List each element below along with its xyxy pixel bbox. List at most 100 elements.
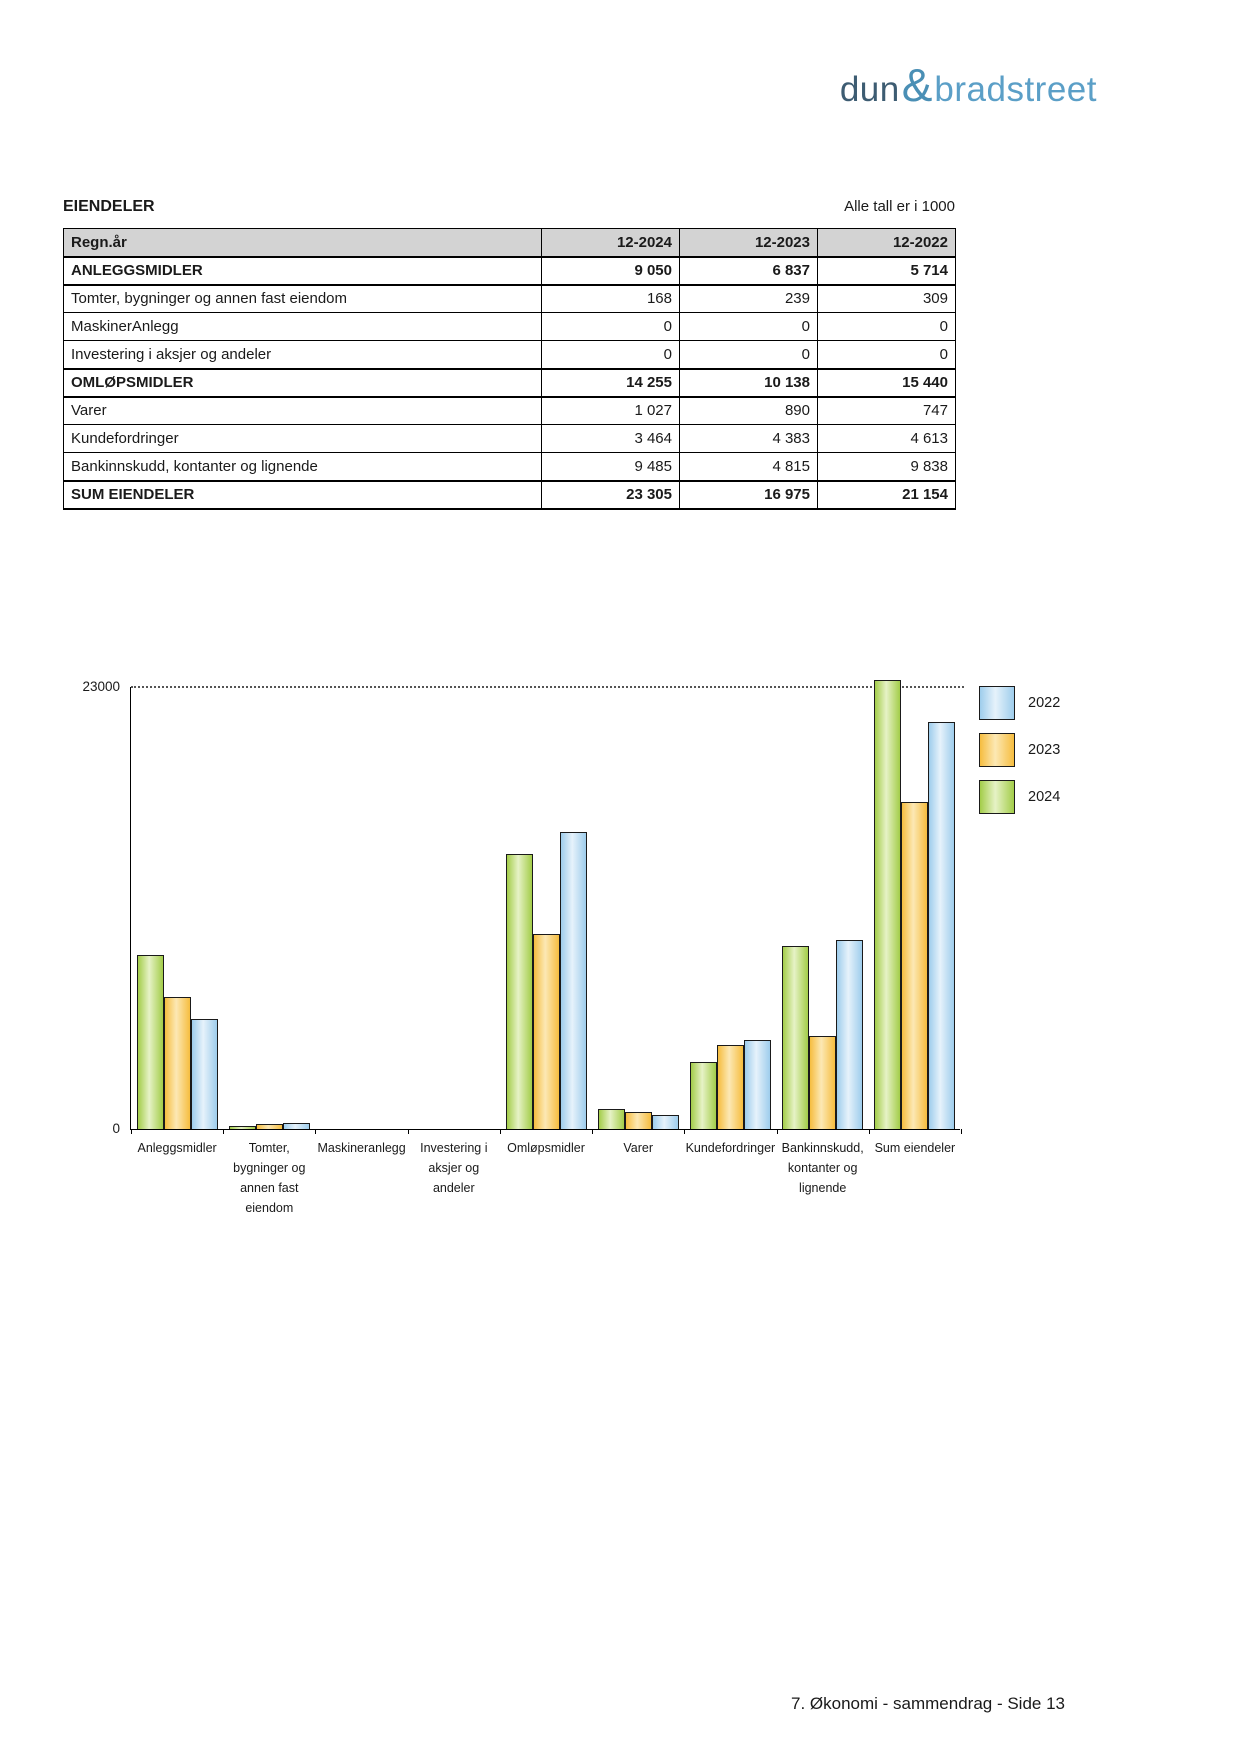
x-axis-tick: [684, 1129, 686, 1134]
x-axis-label-4: Omløpsmidler: [507, 1141, 585, 1155]
table-row: Bankinnskudd, kontanter og lignende 9 485…: [63, 452, 956, 481]
row-label: MaskinerAnlegg: [63, 312, 542, 341]
table-row: SUM EIENDELER 23 305 16 975 21 154: [63, 479, 956, 510]
table-row: Investering i aksjer og andeler 0 0 0: [63, 340, 956, 369]
table-row: Tomter, bygninger og annen fast eiendom 1…: [63, 284, 956, 313]
legend-swatch-2024: [979, 780, 1015, 814]
x-axis-tick: [131, 1129, 132, 1134]
ampersand-icon: &: [901, 59, 933, 111]
page-footer: 7. Økonomi - sammendrag - Side 13: [790, 1694, 1065, 1713]
row-value: 23 305: [541, 479, 680, 510]
legend-swatch-2023: [979, 733, 1015, 767]
assets-table-body: ANLEGGSMIDLER 9 050 6 837 5 714 Tomter, bygn…: [63, 255, 956, 510]
row-value: 4 613: [817, 424, 956, 453]
x-axis-label-6: Kundefordringer: [685, 1141, 776, 1155]
bar-2022-5: [651, 1115, 679, 1129]
x-axis-label-3: Investering i aksjer og andeler: [420, 1141, 488, 1195]
row-value: 15 440: [817, 367, 956, 398]
logo-text-dun: dun: [839, 70, 900, 109]
legend-label-2023: 2023: [1028, 742, 1061, 758]
bar-2024-4: [505, 854, 533, 1129]
column-header-2: 12-2023: [679, 228, 818, 258]
x-axis-tick: [499, 1129, 501, 1134]
row-label: Kundefordringer: [63, 424, 542, 453]
bar-2023-1: [255, 1124, 283, 1129]
row-label: Varer: [63, 396, 542, 425]
x-axis-tick: [592, 1129, 594, 1134]
y-axis-min-label: 0: [112, 1121, 120, 1136]
row-value: 10 138: [679, 367, 818, 398]
section-title: EIENDELER: [63, 198, 155, 215]
table-row: MaskinerAnlegg 0 0 0: [63, 312, 956, 341]
x-axis-tick: [407, 1129, 409, 1134]
row-value: 0: [541, 340, 680, 369]
bar-2023-8: [901, 802, 929, 1129]
row-value: 9 050: [541, 255, 680, 286]
table-row: OMLØPSMIDLER 14 255 10 138 15 440: [63, 367, 956, 398]
x-axis-label-1: Tomter, bygninger og annen fast eiendom: [233, 1141, 306, 1215]
units-note: Alle tall er i 1000: [844, 198, 955, 215]
row-label: ANLEGGSMIDLER: [63, 255, 542, 286]
table-row: Kundefordringer 3 464 4 383 4 613: [63, 424, 956, 453]
row-value: 0: [679, 340, 818, 369]
x-axis-label-7: Bankinnskudd, kontanter og lignende: [781, 1141, 864, 1195]
legend-item-2024: 2024: [979, 780, 1060, 814]
row-label: Tomter, bygninger og annen fast eiendom: [63, 284, 542, 313]
x-axis-label-0: Anleggsmidler: [137, 1141, 217, 1155]
x-axis-label-2: Maskineranlegg: [317, 1141, 406, 1155]
row-value: 0: [817, 340, 956, 369]
legend-swatch-2022: [979, 686, 1015, 720]
legend-item-2022: 2022: [979, 686, 1060, 720]
bar-2023-0: [163, 997, 191, 1129]
assets-table: Regn.år 12-2024 12-2023 12-2022 ANLEGGSMIDL…: [63, 228, 956, 510]
y-axis-max-label: 23000: [82, 679, 120, 694]
row-value: 6 837: [679, 255, 818, 286]
legend-item-2023: 2023: [979, 733, 1060, 767]
x-axis-tick: [315, 1129, 317, 1134]
bar-2023-4: [532, 934, 560, 1129]
bar-2023-6: [716, 1045, 744, 1129]
table-row: Varer 1 027 890 747: [63, 396, 956, 425]
row-value: 890: [679, 396, 818, 425]
bar-2022-1: [282, 1123, 310, 1129]
row-value: 3 464: [541, 424, 680, 453]
bar-2024-8: [874, 680, 902, 1129]
legend-label-2022: 2022: [1028, 695, 1061, 711]
x-axis-tick: [868, 1129, 870, 1134]
row-label: SUM EIENDELER: [63, 479, 542, 510]
row-value: 0: [679, 312, 818, 341]
bar-2022-6: [743, 1040, 771, 1129]
x-axis-tick: [961, 1129, 962, 1134]
bar-2024-7: [782, 946, 810, 1129]
bar-2024-0: [136, 955, 164, 1129]
plot-area: Anleggsmidler Tomter, bygninger og annen fa…: [130, 680, 964, 1215]
ymax-dotted-gridline: [131, 686, 964, 688]
row-value: 4 815: [679, 452, 818, 481]
dun-bradstreet-logo: dun & bradstreet: [839, 59, 1097, 111]
column-header-0: Regn.år: [63, 228, 542, 258]
row-value: 239: [679, 284, 818, 313]
row-value: 0: [817, 312, 956, 341]
assets-table-head-row: Regn.år 12-2024 12-2023 12-2022: [63, 228, 956, 258]
row-value: 9 838: [817, 452, 956, 481]
x-axis-label-8: Sum eiendeler: [874, 1141, 956, 1155]
bar-2023-5: [624, 1112, 652, 1129]
column-header-3: 12-2022: [817, 228, 956, 258]
row-label: Bankinnskudd, kontanter og lignende: [63, 452, 542, 481]
row-value: 9 485: [541, 452, 680, 481]
logo-text-bradstreet: bradstreet: [934, 70, 1097, 109]
column-header-1: 12-2024: [541, 228, 680, 258]
row-value: 309: [817, 284, 956, 313]
bar-2022-8: [928, 722, 956, 1129]
row-value: 0: [541, 312, 680, 341]
bar-2024-6: [689, 1062, 717, 1129]
x-axis-label-5: Varer: [623, 1141, 654, 1155]
bar-2022-4: [559, 832, 587, 1129]
row-label: OMLØPSMIDLER: [63, 367, 542, 398]
row-value: 14 255: [541, 367, 680, 398]
row-value: 5 714: [817, 255, 956, 286]
chart-legend: 2022 2023 2024: [979, 686, 1060, 827]
x-axis-tick: [223, 1129, 225, 1134]
table-row: ANLEGGSMIDLER 9 050 6 837 5 714: [63, 255, 956, 286]
